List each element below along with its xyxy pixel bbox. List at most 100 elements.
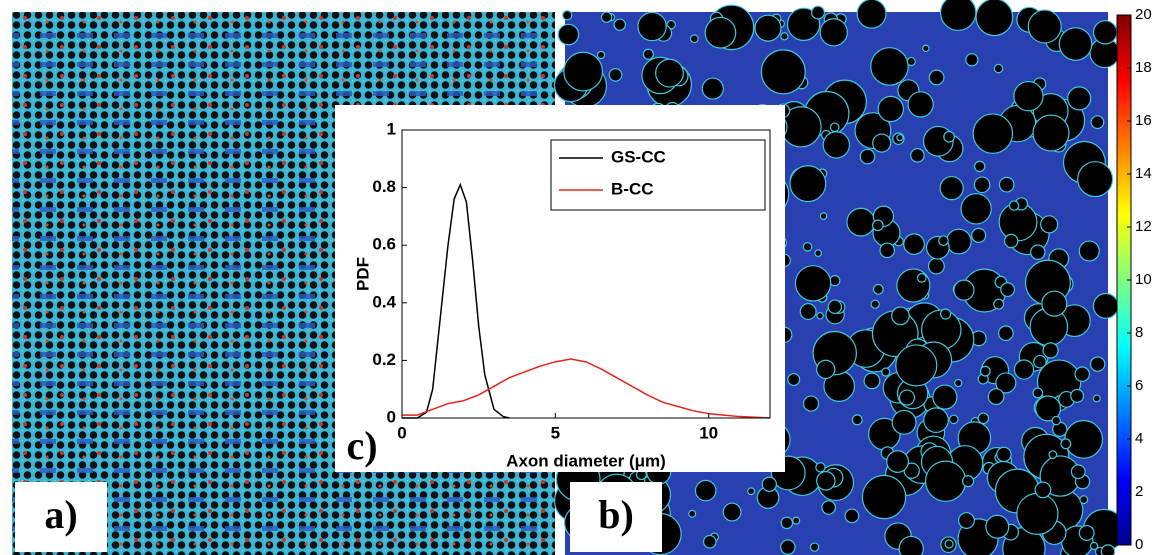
axon (819, 18, 848, 47)
axon (871, 219, 884, 232)
axon (760, 49, 806, 95)
axon (722, 502, 742, 522)
axon (851, 414, 863, 426)
panel-label: b) (598, 492, 634, 537)
axon (1089, 356, 1106, 372)
axon (827, 299, 843, 314)
label-box (15, 482, 107, 552)
plot-frame (401, 129, 771, 419)
axon (786, 7, 821, 41)
colorbar-tick-label: 10 (1135, 271, 1152, 288)
axon (562, 10, 573, 21)
axon (881, 367, 891, 377)
axon (780, 516, 794, 530)
axon (1013, 359, 1035, 380)
axon (863, 372, 881, 390)
axon (985, 514, 1010, 539)
y-tick-label: 0.4 (372, 292, 396, 311)
axon (844, 508, 860, 524)
axon (1041, 290, 1068, 317)
axon (939, 175, 964, 201)
axon (1089, 541, 1099, 551)
axon (998, 176, 1015, 193)
axon (1078, 240, 1100, 262)
y-tick-label: 0.8 (372, 177, 396, 196)
axon (1067, 86, 1092, 111)
axon (922, 44, 930, 53)
axon (872, 133, 892, 153)
axon (1008, 200, 1020, 211)
axon (870, 47, 909, 86)
x-tick-label: 0 (397, 423, 406, 442)
axon (996, 446, 1012, 463)
legend-label: B-CC (611, 179, 654, 198)
axon (789, 165, 827, 203)
axon (688, 509, 697, 518)
axon (898, 389, 916, 406)
x-axis-label: Axon diameter (μm) (506, 451, 666, 470)
axon (1092, 292, 1119, 319)
axon (1077, 161, 1114, 198)
axon (787, 373, 801, 387)
axon (780, 539, 796, 555)
axon (1032, 387, 1044, 399)
x-tick-label: 10 (699, 423, 718, 442)
axon (747, 487, 756, 496)
axon (965, 53, 979, 67)
colorbar-tick-label: 8 (1135, 324, 1143, 341)
axon (816, 359, 836, 380)
axon (1100, 544, 1116, 555)
axon (1079, 495, 1089, 505)
axon (608, 68, 623, 82)
colorbar-tick-label: 18 (1135, 59, 1152, 76)
axon (953, 279, 975, 301)
axon (896, 134, 904, 142)
label-box (570, 482, 662, 552)
axon (704, 16, 737, 49)
axon (1064, 419, 1104, 459)
axon (1070, 388, 1085, 403)
axon (907, 91, 934, 118)
axon (819, 212, 828, 220)
axon (891, 306, 910, 326)
axon (799, 302, 817, 321)
y-tick-label: 1 (387, 119, 396, 138)
axon (872, 283, 884, 295)
axon (987, 388, 1005, 406)
axon (916, 272, 927, 283)
axon (794, 265, 832, 302)
colorbar-tick-label: 2 (1135, 483, 1143, 500)
axon (895, 344, 938, 387)
panel-label: c) (346, 423, 377, 468)
axon (829, 122, 840, 133)
axon (938, 235, 949, 246)
axon (993, 63, 1004, 74)
axon (637, 11, 667, 42)
axon (995, 372, 1017, 394)
line (402, 358, 771, 419)
axon (898, 535, 924, 555)
axon (939, 308, 952, 320)
axon (927, 257, 945, 275)
axon (600, 11, 613, 23)
axon (1004, 233, 1019, 249)
legend (550, 139, 766, 211)
axon (939, 0, 977, 32)
axon (973, 160, 986, 173)
axon (932, 384, 958, 410)
axon (1092, 394, 1101, 403)
axon (694, 479, 717, 502)
axon (856, 0, 887, 29)
axon (1048, 450, 1058, 459)
axon (954, 378, 963, 388)
axon (642, 48, 655, 60)
axon (948, 414, 959, 425)
axon (809, 542, 820, 552)
axon (945, 228, 972, 255)
axon (971, 227, 987, 243)
axon (972, 113, 1014, 154)
axon (816, 312, 824, 320)
axon (815, 462, 826, 473)
axon (1040, 215, 1059, 234)
